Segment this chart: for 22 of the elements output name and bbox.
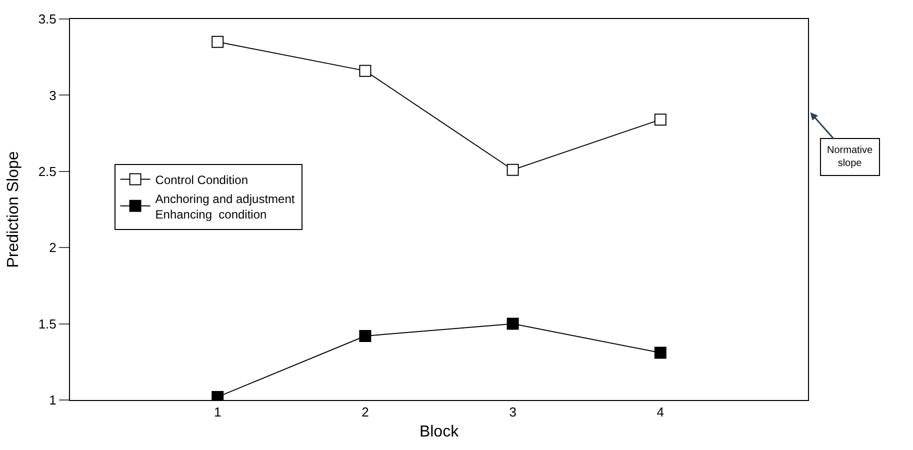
point — [212, 36, 224, 48]
point — [654, 114, 666, 126]
y-tick-label: 2 — [49, 240, 56, 256]
point — [654, 346, 666, 359]
point — [359, 330, 372, 342]
point — [359, 64, 372, 77]
legend-label: Control Condition — [155, 172, 248, 187]
y-tick-label: 1.5 — [38, 316, 56, 332]
y-tick-label: 3 — [49, 88, 56, 103]
y-tick-label: 3.5 — [38, 12, 56, 27]
x-tick-label: 2 — [362, 404, 369, 420]
x-tick-label: 3 — [509, 404, 516, 420]
x-tick-label: 4 — [656, 404, 664, 420]
legend-label: Anchoring and adjustment Enhancing condition — [155, 192, 296, 222]
point — [506, 318, 519, 330]
x-axis-title: Block — [419, 423, 460, 440]
x-tick-label: 1 — [214, 404, 222, 420]
point — [506, 164, 519, 176]
y-tick-label: 1 — [49, 392, 56, 408]
text: Normative slope — [827, 145, 874, 169]
y-axis-title: Prediction Slope — [5, 151, 22, 268]
y-tick-label: 2.5 — [38, 164, 56, 179]
